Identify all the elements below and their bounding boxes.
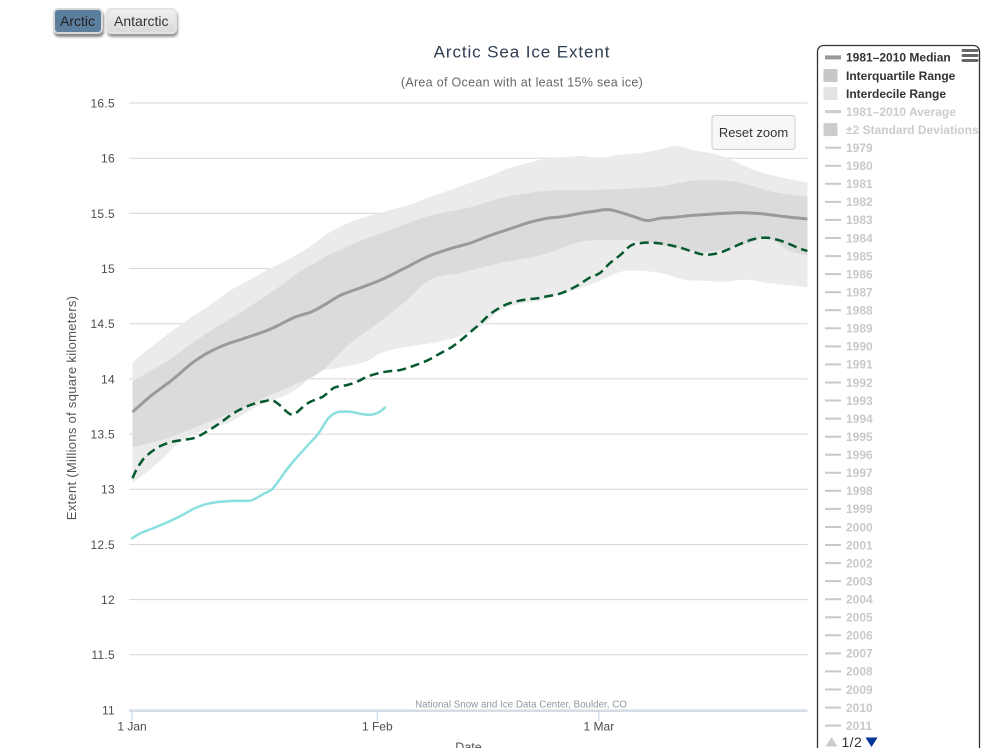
svg-text:Date: Date [455,741,481,748]
svg-text:2011: 2011 [846,719,872,733]
svg-text:1993: 1993 [846,394,873,408]
svg-text:14.5: 14.5 [90,317,115,331]
svg-text:2010: 2010 [846,701,873,715]
svg-text:2003: 2003 [846,574,873,588]
svg-text:1985: 1985 [846,249,873,263]
svg-text:1995: 1995 [846,430,873,444]
svg-text:13: 13 [101,483,115,497]
svg-text:Interdecile Range: Interdecile Range [846,87,946,101]
svg-text:1998: 1998 [846,484,873,498]
svg-text:1994: 1994 [846,412,873,426]
svg-text:1 Feb: 1 Feb [362,720,393,734]
svg-text:12.5: 12.5 [90,538,115,552]
svg-text:1999: 1999 [846,502,873,516]
svg-text:(Area of Ocean with at least 1: (Area of Ocean with at least 15% sea ice… [401,76,643,90]
svg-text:1980: 1980 [846,159,873,173]
svg-text:Arctic Sea Ice Extent: Arctic Sea Ice Extent [434,43,611,62]
svg-text:Interquartile Range: Interquartile Range [846,69,956,83]
svg-text:2008: 2008 [846,665,873,679]
svg-text:1992: 1992 [846,376,873,390]
svg-text:1990: 1990 [846,340,873,354]
svg-text:15: 15 [101,262,115,276]
svg-text:12: 12 [101,593,115,607]
svg-text:11.5: 11.5 [91,648,115,662]
svg-text:1997: 1997 [846,466,873,480]
svg-text:±2 Standard Deviations: ±2 Standard Deviations [846,123,979,137]
svg-text:1981: 1981 [846,177,873,191]
svg-text:1982: 1982 [846,195,873,209]
svg-text:1986: 1986 [846,267,873,281]
svg-text:1987: 1987 [846,286,873,300]
svg-text:1 Mar: 1 Mar [584,720,615,734]
svg-text:1/2: 1/2 [842,734,863,748]
svg-text:1991: 1991 [846,358,873,372]
svg-text:2005: 2005 [846,611,873,625]
svg-text:13.5: 13.5 [90,428,115,442]
svg-text:2004: 2004 [846,593,873,607]
svg-text:1981–2010 Average: 1981–2010 Average [846,105,956,119]
svg-text:2002: 2002 [846,556,873,570]
svg-text:2001: 2001 [846,538,873,552]
svg-text:1 Jan: 1 Jan [117,720,146,734]
svg-text:14: 14 [101,372,115,386]
svg-text:2007: 2007 [846,647,873,661]
svg-text:11: 11 [102,703,115,717]
svg-text:1988: 1988 [846,304,873,318]
svg-text:1984: 1984 [846,231,873,245]
svg-text:Extent (Millions of square kil: Extent (Millions of square kilometers) [64,296,79,521]
svg-text:2000: 2000 [846,520,873,534]
svg-text:1979: 1979 [846,141,873,155]
svg-text:15.5: 15.5 [90,207,115,221]
svg-text:Reset zoom: Reset zoom [719,125,788,140]
svg-text:2006: 2006 [846,629,873,643]
svg-text:1983: 1983 [846,213,873,227]
svg-text:1989: 1989 [846,322,873,336]
svg-text:16: 16 [101,152,115,166]
svg-text:2009: 2009 [846,683,873,697]
svg-text:16.5: 16.5 [90,96,115,110]
svg-text:1996: 1996 [846,448,873,462]
svg-text:National Snow and Ice Data Cen: National Snow and Ice Data Center, Bould… [415,700,627,711]
svg-text:1981–2010 Median: 1981–2010 Median [846,51,951,65]
